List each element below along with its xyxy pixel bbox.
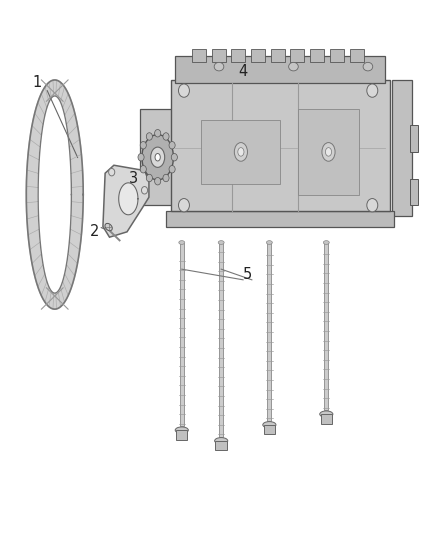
- Ellipse shape: [218, 241, 224, 244]
- FancyBboxPatch shape: [271, 49, 285, 62]
- FancyBboxPatch shape: [192, 49, 206, 62]
- Polygon shape: [103, 165, 149, 237]
- Ellipse shape: [155, 154, 160, 161]
- Ellipse shape: [178, 198, 189, 212]
- Ellipse shape: [179, 241, 185, 244]
- Ellipse shape: [140, 165, 146, 173]
- Bar: [140, 109, 175, 205]
- Bar: [180, 243, 184, 426]
- Ellipse shape: [214, 62, 224, 71]
- Text: 4: 4: [238, 64, 248, 79]
- FancyBboxPatch shape: [350, 49, 364, 62]
- Polygon shape: [38, 96, 71, 293]
- Ellipse shape: [363, 62, 373, 71]
- Ellipse shape: [175, 427, 188, 433]
- FancyBboxPatch shape: [330, 49, 344, 62]
- Text: 2: 2: [89, 224, 99, 239]
- Ellipse shape: [146, 174, 152, 182]
- Ellipse shape: [155, 130, 161, 137]
- Ellipse shape: [169, 142, 175, 149]
- Ellipse shape: [215, 438, 228, 444]
- Text: 3: 3: [129, 171, 138, 186]
- Ellipse shape: [238, 148, 244, 156]
- Ellipse shape: [141, 187, 148, 194]
- Ellipse shape: [263, 422, 276, 428]
- FancyBboxPatch shape: [251, 49, 265, 62]
- Ellipse shape: [322, 143, 335, 161]
- Polygon shape: [26, 80, 83, 309]
- Text: 1: 1: [32, 75, 42, 90]
- Ellipse shape: [105, 223, 112, 231]
- Ellipse shape: [320, 411, 333, 417]
- Ellipse shape: [146, 133, 152, 140]
- Ellipse shape: [138, 154, 144, 161]
- Bar: [171, 80, 390, 211]
- FancyBboxPatch shape: [290, 49, 304, 62]
- Ellipse shape: [367, 84, 378, 98]
- Ellipse shape: [323, 241, 329, 244]
- FancyBboxPatch shape: [231, 49, 245, 62]
- Ellipse shape: [367, 198, 378, 212]
- Ellipse shape: [178, 84, 189, 98]
- Bar: [175, 56, 385, 83]
- Ellipse shape: [142, 135, 173, 180]
- Ellipse shape: [266, 241, 272, 244]
- Bar: [298, 109, 359, 195]
- Bar: [176, 430, 187, 440]
- FancyBboxPatch shape: [212, 49, 226, 62]
- Ellipse shape: [325, 148, 332, 156]
- Ellipse shape: [171, 154, 177, 161]
- Bar: [324, 243, 328, 410]
- Bar: [215, 441, 227, 450]
- Bar: [267, 243, 271, 421]
- Ellipse shape: [140, 142, 146, 149]
- Bar: [321, 414, 332, 424]
- FancyBboxPatch shape: [310, 49, 324, 62]
- Bar: [219, 243, 223, 437]
- Ellipse shape: [289, 62, 298, 71]
- Ellipse shape: [163, 174, 169, 182]
- Bar: [264, 425, 275, 434]
- Ellipse shape: [155, 177, 161, 185]
- Bar: [410, 179, 418, 205]
- Polygon shape: [119, 183, 138, 215]
- Bar: [410, 125, 418, 152]
- Bar: [166, 211, 394, 227]
- Ellipse shape: [109, 168, 115, 176]
- Ellipse shape: [169, 166, 175, 173]
- Ellipse shape: [234, 143, 247, 161]
- Ellipse shape: [163, 133, 169, 140]
- Bar: [201, 120, 280, 184]
- Text: 5: 5: [243, 267, 252, 282]
- Bar: [392, 80, 412, 216]
- Ellipse shape: [151, 147, 165, 167]
